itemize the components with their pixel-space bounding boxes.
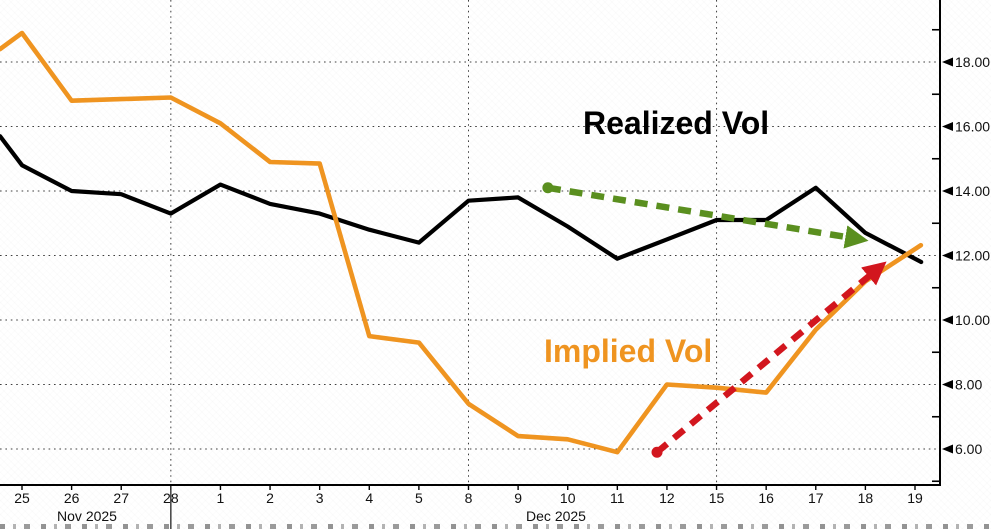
- x-tick-label: 4: [365, 490, 373, 506]
- y-tick-label: 6.00: [955, 441, 982, 457]
- x-tick-label: 12: [659, 490, 675, 506]
- y-tick-label: 8.00: [955, 376, 982, 392]
- y-tick-arrow: [942, 122, 953, 131]
- y-tick-arrow: [942, 380, 953, 389]
- y-tick-label: 18.00: [955, 54, 990, 70]
- x-tick-label: 11: [610, 490, 625, 506]
- month-label-nov-2025: Nov 2025: [57, 508, 117, 524]
- trend-arrow-realized-start-dot: [542, 182, 554, 194]
- cropped-bottom-text: [0, 524, 991, 529]
- x-tick-label: 19: [907, 490, 923, 506]
- y-tick-arrow: [942, 251, 953, 260]
- x-tick-label: 3: [316, 490, 324, 506]
- x-tick-label: 17: [808, 490, 824, 506]
- x-tick-label: 8: [465, 490, 473, 506]
- x-tick-label: 2: [266, 490, 274, 506]
- y-tick-arrow: [942, 186, 953, 196]
- y-tick-arrow: [942, 57, 953, 67]
- x-tick-label: 10: [560, 490, 576, 506]
- x-tick-label: 5: [415, 490, 423, 506]
- implied-vol-line: [0, 30, 924, 455]
- trend-arrow-implied-start-dot: [651, 446, 663, 458]
- realized-vol-line: [0, 134, 924, 265]
- implied-vol-label: Implied Vol: [544, 333, 713, 369]
- trend-arrow-implied: [654, 261, 887, 455]
- y-tick-label: 12.00: [955, 247, 990, 263]
- y-tick-arrow: [942, 444, 953, 454]
- x-tick-label: 18: [858, 490, 874, 506]
- trend-arrow-realized: [547, 184, 869, 249]
- month-label-dec-2025: Dec 2025: [526, 508, 586, 524]
- x-tick-label: 25: [14, 490, 30, 506]
- x-tick-label: 27: [113, 490, 129, 506]
- x-tick-label: 9: [514, 490, 522, 506]
- realized-vol-label: Realized Vol: [583, 105, 770, 141]
- x-tick-label: 15: [709, 490, 725, 506]
- y-tick-label: 10.00: [955, 312, 990, 328]
- x-tick-label: 26: [64, 490, 80, 506]
- y-tick-label: 14.00: [955, 183, 990, 199]
- x-tick-label: 1: [217, 490, 225, 506]
- y-tick-arrow: [942, 315, 953, 325]
- x-tick-label: 16: [758, 490, 774, 506]
- y-tick-label: 16.00: [955, 118, 990, 134]
